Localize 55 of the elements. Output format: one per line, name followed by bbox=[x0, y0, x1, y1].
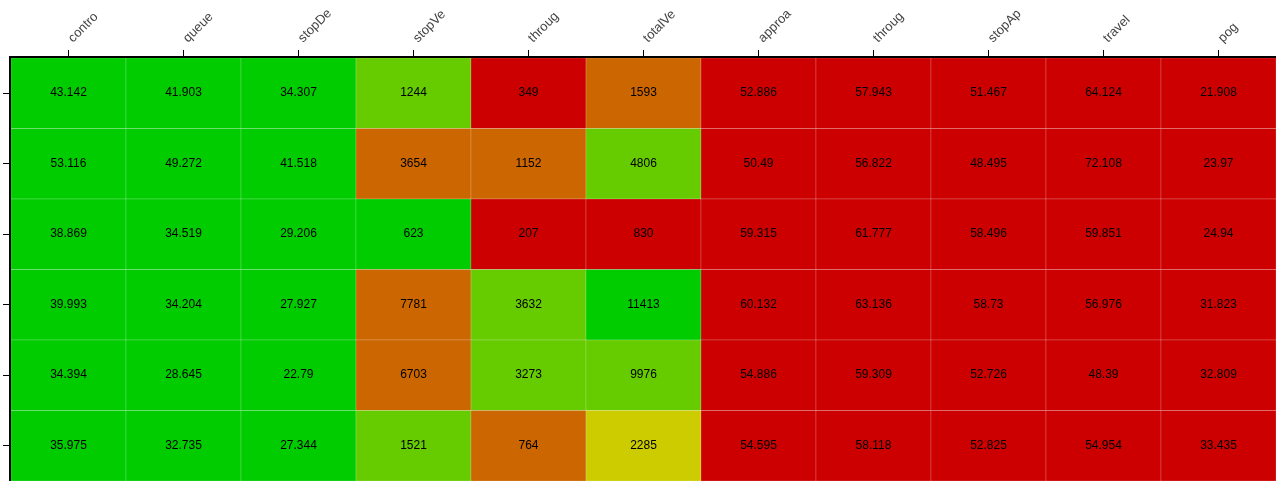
data-label: 52.825 bbox=[970, 437, 1008, 452]
data-label: 49.272 bbox=[165, 155, 203, 170]
data-label: 72.108 bbox=[1085, 155, 1123, 170]
data-label: 34.519 bbox=[165, 226, 203, 241]
data-label: 32.809 bbox=[1200, 367, 1238, 382]
data-label: 29.206 bbox=[280, 226, 318, 241]
data-label: 3632 bbox=[515, 296, 543, 311]
data-label: 48.495 bbox=[970, 155, 1008, 170]
data-label: 830 bbox=[633, 226, 654, 241]
data-label: 6703 bbox=[400, 367, 428, 382]
data-label: 34.204 bbox=[165, 296, 203, 311]
data-label: 764 bbox=[518, 437, 539, 452]
data-label: 54.954 bbox=[1085, 437, 1123, 452]
data-label: 22.79 bbox=[283, 367, 314, 382]
data-label: 28.645 bbox=[165, 367, 203, 382]
data-label: 59.315 bbox=[740, 226, 778, 241]
data-label: 207 bbox=[518, 226, 539, 241]
data-label: 3273 bbox=[515, 367, 543, 382]
data-label: 33.435 bbox=[1200, 437, 1238, 452]
data-label: 58.496 bbox=[970, 226, 1008, 241]
data-label: 48.39 bbox=[1088, 367, 1119, 382]
data-label: 61.777 bbox=[855, 226, 893, 241]
data-label: 58.73 bbox=[973, 296, 1004, 311]
data-label: 24.94 bbox=[1203, 226, 1234, 241]
data-label: 54.595 bbox=[740, 437, 778, 452]
data-label: 52.726 bbox=[970, 367, 1008, 382]
data-label: 1521 bbox=[400, 437, 428, 452]
data-label: 2285 bbox=[630, 437, 658, 452]
data-label: 56.976 bbox=[1085, 296, 1123, 311]
data-label: 9976 bbox=[630, 367, 658, 382]
data-label: 58.118 bbox=[855, 437, 892, 452]
data-label: 35.975 bbox=[50, 437, 88, 452]
x-tick-label: pog bbox=[1214, 19, 1241, 46]
data-label: 27.344 bbox=[280, 437, 318, 452]
data-label: 27.927 bbox=[280, 296, 318, 311]
data-label: 54.886 bbox=[740, 367, 778, 382]
data-label: 50.49 bbox=[743, 155, 774, 170]
data-label: 59.309 bbox=[855, 367, 893, 382]
data-label: 31.823 bbox=[1200, 296, 1238, 311]
data-label: 63.136 bbox=[855, 296, 893, 311]
data-label: 21.908 bbox=[1200, 85, 1238, 100]
data-label: 39.993 bbox=[50, 296, 88, 311]
data-label: 32.735 bbox=[165, 437, 203, 452]
data-label: 1152 bbox=[515, 155, 542, 170]
data-label: 623 bbox=[403, 226, 424, 241]
data-label: 7781 bbox=[400, 296, 428, 311]
data-label: 60.132 bbox=[740, 296, 778, 311]
data-label: 3654 bbox=[400, 155, 428, 170]
data-label: 56.822 bbox=[855, 155, 893, 170]
data-label: 59.851 bbox=[1085, 226, 1123, 241]
data-label: 23.97 bbox=[1203, 155, 1234, 170]
data-label: 53.116 bbox=[50, 155, 87, 170]
data-label: 4806 bbox=[630, 155, 658, 170]
data-label: 41.518 bbox=[280, 155, 318, 170]
data-label: 11413 bbox=[627, 296, 661, 311]
